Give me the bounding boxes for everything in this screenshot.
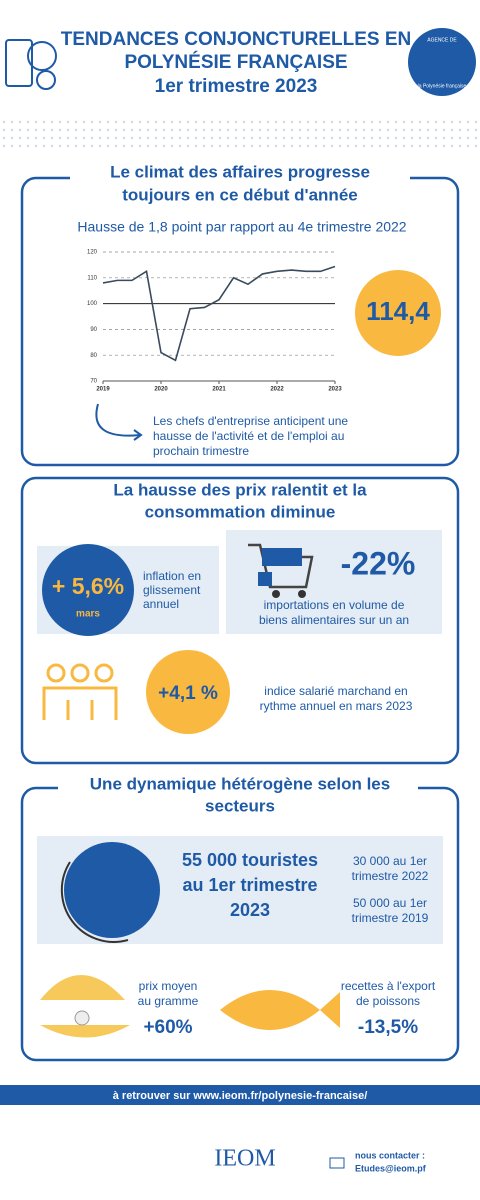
pearl-label: prix moyen	[139, 979, 198, 993]
contact[interactable]: Etudes@ieom.pf	[355, 1163, 427, 1173]
note: Les chefs d'entreprise anticipent une	[153, 414, 348, 428]
y-tick-label: 90	[90, 327, 97, 333]
line-chart: 70 80 90 100 110 120 2019 2020 2021 2022 2023	[87, 250, 342, 393]
inflation-label: inflation en	[143, 569, 201, 583]
section-title: secteurs	[205, 796, 275, 815]
section-title: Une dynamique hétérogène selon les	[90, 774, 390, 793]
tourists-value: 55 000 touristes	[182, 850, 318, 870]
x-tick-label: 2023	[328, 387, 342, 393]
footer-bar	[0, 1085, 480, 1105]
x-tick-label: 2022	[270, 387, 284, 393]
header-subtitle: 1er trimestre 2023	[155, 76, 318, 97]
cart-icon	[248, 543, 314, 598]
badge-text: AGENCE DE	[427, 37, 457, 43]
section-title: toujours en ce début d'année	[122, 185, 357, 204]
imports-label: biens alimentaires sur un an	[259, 613, 409, 627]
x-tick-label: 2020	[154, 387, 168, 393]
dot-pattern	[2, 120, 478, 148]
pearl-icon	[40, 975, 130, 1038]
note: hausse de l'activité et de l'emploi au	[153, 429, 344, 443]
footer-link[interactable]: à retrouver sur www.ieom.fr/polynesie-fr…	[113, 1090, 368, 1102]
compare: trimestre 2022	[352, 869, 429, 883]
y-tick-label: 80	[90, 353, 97, 359]
y-tick-label: 120	[87, 250, 98, 256]
pearl-label: au gramme	[138, 994, 199, 1008]
y-tick-label: 110	[87, 275, 97, 281]
arrow-head	[133, 429, 143, 441]
badge	[408, 28, 476, 96]
x-tick-label: 2021	[212, 387, 226, 393]
header-title: TENDANCES CONJONCTURELLES EN	[61, 29, 411, 50]
line-series	[102, 265, 336, 362]
section-title: La hausse des prix ralentit et la	[113, 480, 367, 499]
header-title: POLYNÉSIE FRANÇAISE	[124, 51, 347, 73]
compare: 30 000 au 1er	[353, 854, 427, 868]
compare: trimestre 2019	[352, 911, 429, 925]
section-frame	[20, 476, 460, 765]
y-tick-label: 100	[87, 301, 98, 307]
tourists-value: 2023	[230, 900, 270, 920]
fish-icon	[220, 990, 340, 1030]
subtitle: Hausse de 1,8 point par rapport au 4e tr…	[77, 219, 406, 235]
salary-label: indice salarié marchand en	[264, 684, 407, 698]
people-icon	[42, 663, 118, 720]
logo: IEOM	[214, 1146, 275, 1172]
fish-label: recettes à l'export	[341, 979, 436, 993]
salary-label: rythme annuel en mars 2023	[260, 699, 413, 713]
note: prochain trimestre	[153, 444, 249, 458]
y-tick-label: 70	[90, 379, 97, 385]
arrow	[95, 403, 141, 437]
tourists-value: au 1er trimestre	[182, 875, 317, 895]
inflation-label: annuel	[143, 597, 179, 611]
highlight-value: 114,4	[366, 296, 430, 326]
contact: nous contacter :	[355, 1150, 425, 1160]
imports-value: -22%	[341, 545, 416, 581]
fish-value: -13,5%	[358, 1017, 418, 1038]
orbit	[60, 861, 129, 943]
section-title: Le climat des affaires progresse	[110, 162, 370, 181]
value-circle	[42, 544, 134, 636]
inflation-label: glissement	[143, 583, 201, 597]
section-title: consommation diminue	[145, 502, 336, 521]
salary-value: +4,1 %	[158, 683, 218, 704]
highlight-circle	[355, 270, 441, 356]
inflation-value: + 5,6%	[52, 573, 124, 599]
fish-label: de poissons	[356, 994, 420, 1008]
pearl-value: +60%	[143, 1017, 192, 1038]
globe	[64, 842, 160, 938]
inflation-sub: mars	[76, 609, 100, 620]
badge-text: la Polynésie française	[418, 83, 467, 89]
compare: 50 000 au 1er	[353, 896, 427, 910]
value-circle	[146, 650, 230, 734]
mail-icon	[329, 1157, 345, 1169]
header-icon	[5, 39, 57, 90]
x-tick-label: 2019	[96, 387, 110, 393]
imports-label: importations en volume de	[264, 598, 405, 612]
